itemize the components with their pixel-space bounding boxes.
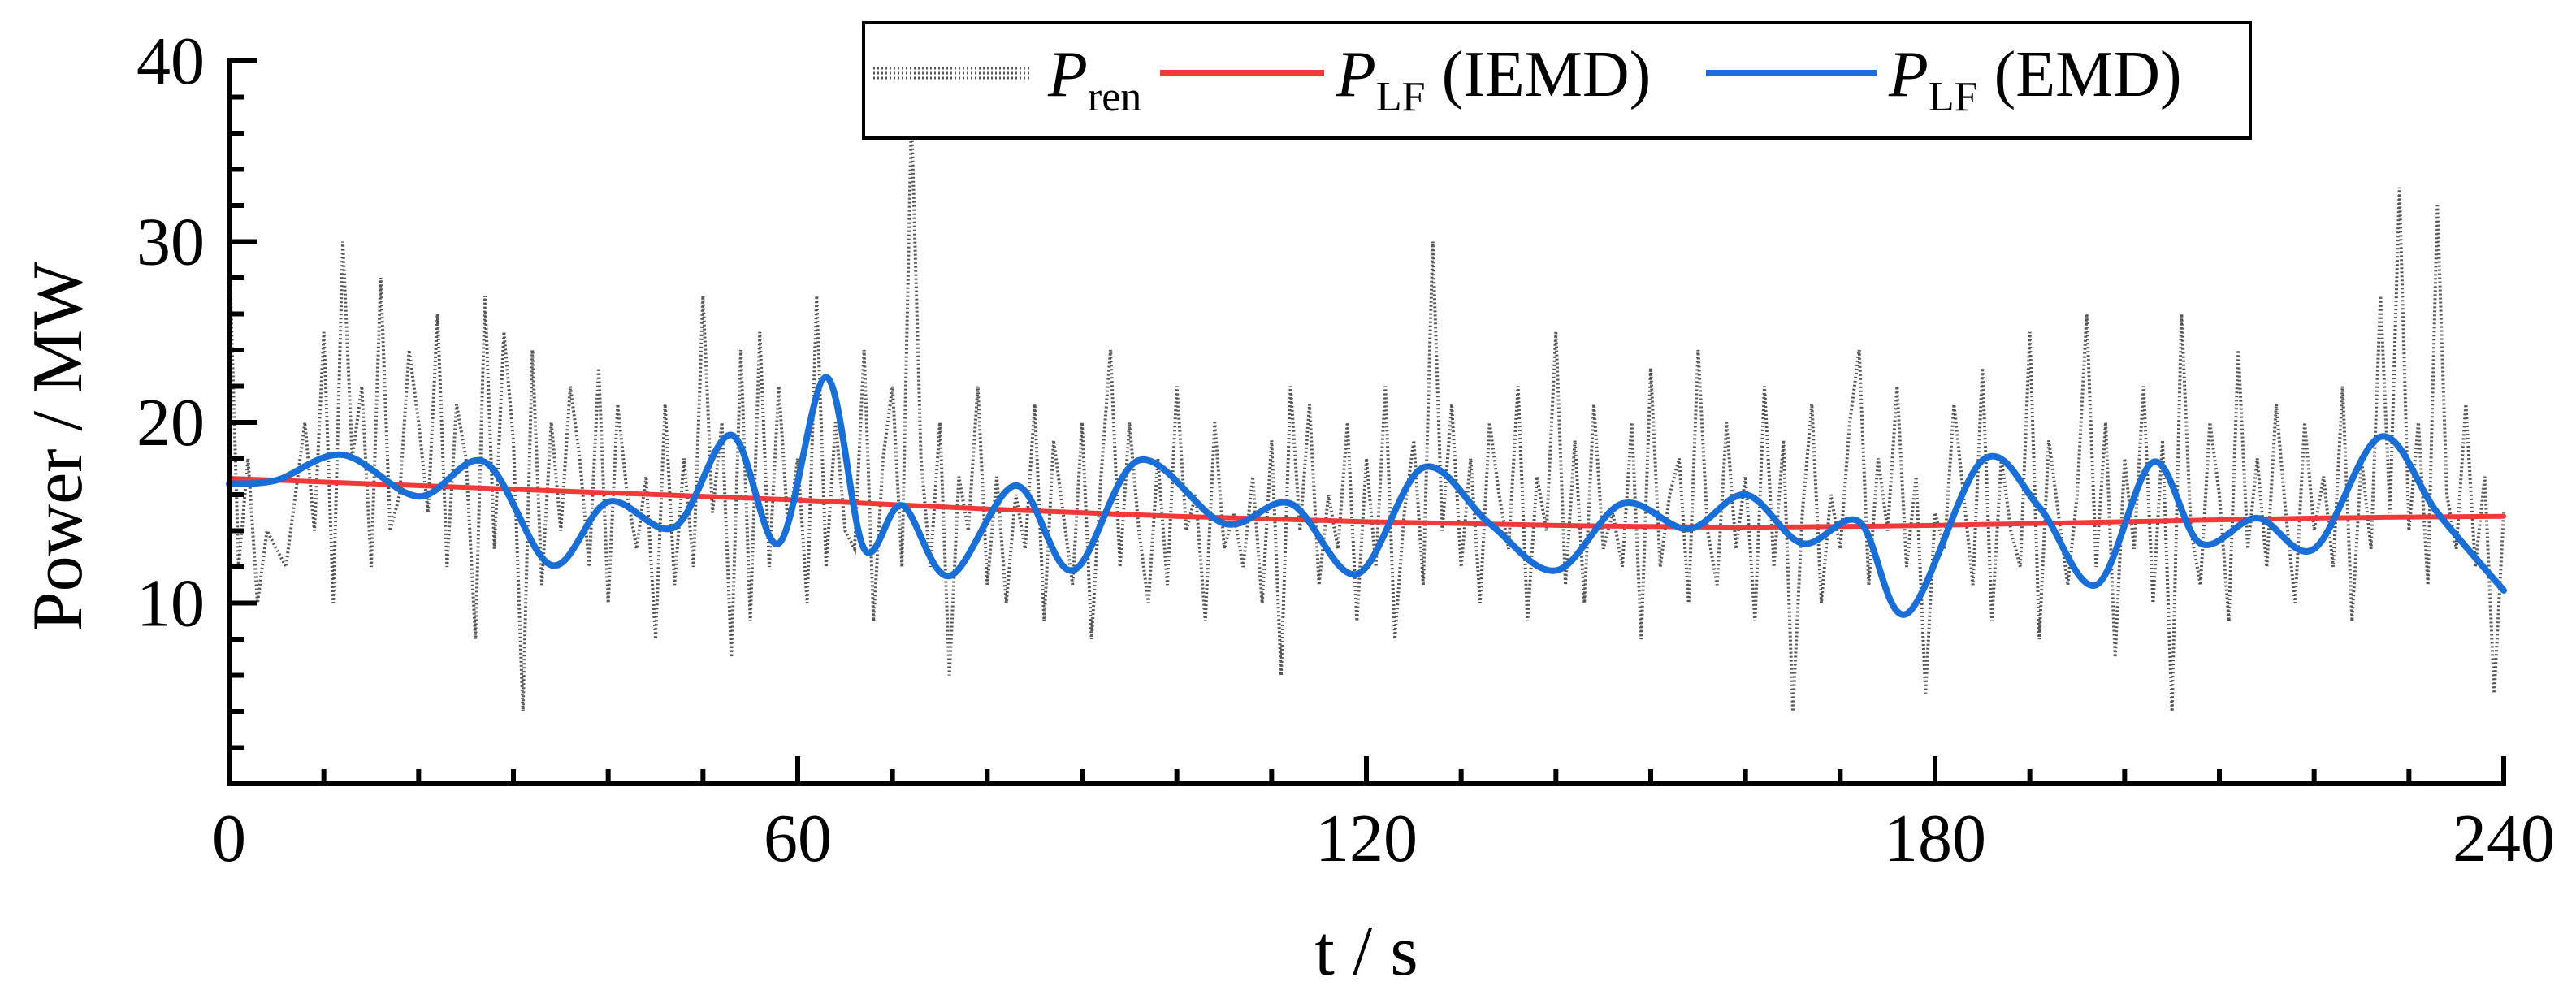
- y-tick-label: 20: [136, 385, 205, 461]
- legend-item: Pren: [873, 39, 1141, 120]
- axes-layer: 0 60 120 180 240 10 20 30 40: [136, 24, 2555, 876]
- x-tick-label: 240: [2453, 801, 2555, 876]
- legend: Pren PLF (IEMD) PLF (EMD): [862, 21, 2252, 140]
- legend-item: PLF (EMD): [1706, 39, 2182, 120]
- series-line-p-lf-emd: [226, 374, 2507, 618]
- y-tick-label: 40: [136, 24, 205, 99]
- y-axis-title: Power / MW: [19, 262, 97, 632]
- legend-label: PLF (EMD): [1888, 39, 2182, 120]
- x-tick-label: 0: [212, 801, 246, 876]
- legend-label: PLF (IEMD): [1336, 39, 1651, 120]
- series-line-p-ren: [227, 115, 2505, 712]
- y-tick-label: 30: [136, 205, 205, 280]
- x-tick-label: 180: [1884, 801, 1986, 876]
- x-axis-title: t / s: [1314, 912, 1418, 991]
- legend-box: [862, 21, 2252, 140]
- legend-item: PLF (IEMD): [1160, 39, 1651, 120]
- legend-label: Pren: [1047, 39, 1141, 120]
- x-tick-label: 120: [1315, 801, 1418, 876]
- y-tick-label: 10: [136, 566, 205, 642]
- x-tick-label: 60: [764, 801, 832, 876]
- series-layer: [226, 115, 2507, 712]
